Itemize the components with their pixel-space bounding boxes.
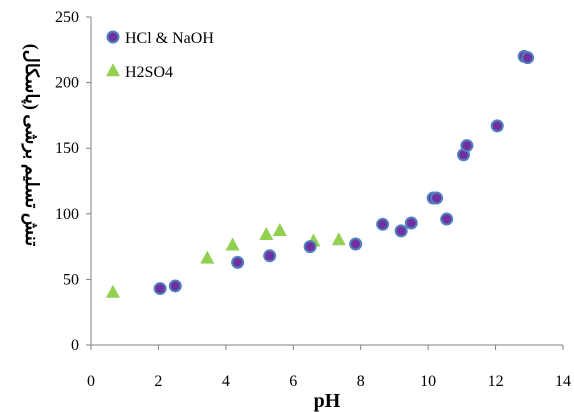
data-point — [490, 119, 504, 133]
data-point — [376, 217, 390, 231]
y-axis-title: تنش تسلیم برشی (پاسکال) — [21, 44, 42, 246]
data-point — [460, 139, 474, 153]
data-point — [105, 284, 120, 298]
data-point — [430, 191, 444, 205]
axes — [86, 16, 564, 350]
legend-label: HCl & NaOH — [125, 30, 214, 47]
y-tick-label: 150 — [55, 140, 79, 157]
legend-marker — [106, 63, 120, 77]
y-tick-label: 100 — [55, 206, 79, 223]
y-tick-label: 0 — [71, 337, 79, 354]
y-tick-label: 250 — [55, 9, 79, 26]
data-point — [303, 240, 317, 254]
legend-marker — [106, 30, 120, 44]
x-tick-label: 2 — [154, 373, 162, 390]
x-tick-label: 12 — [488, 373, 504, 390]
data-point — [521, 51, 535, 65]
data-point — [168, 279, 182, 293]
data-point — [272, 223, 287, 237]
series-hcl-naoh — [153, 49, 535, 296]
data-point — [200, 250, 215, 264]
data-point — [153, 282, 167, 296]
data-point — [263, 249, 277, 263]
series-h2so4 — [105, 223, 346, 298]
data-point — [440, 212, 454, 226]
x-tick-label: 10 — [420, 373, 436, 390]
x-tick-label: 4 — [222, 373, 230, 390]
y-tick-label: 200 — [55, 75, 79, 92]
series-layer — [105, 49, 535, 298]
data-point — [404, 216, 418, 230]
legend-label: H2SO4 — [125, 64, 173, 81]
data-point — [259, 226, 274, 240]
data-point — [225, 237, 240, 251]
legend: HCl & NaOH H2SO4 — [106, 30, 214, 81]
data-point — [349, 237, 363, 251]
y-tick-label: 50 — [63, 271, 79, 288]
x-tick-label: 0 — [87, 373, 95, 390]
x-tick-label: 8 — [357, 373, 365, 390]
x-tick-label: 14 — [555, 373, 571, 390]
x-tick-label: 6 — [289, 373, 297, 390]
x-axis-title: pH — [314, 390, 341, 412]
y-tick-labels: 0 50 100 150 200 250 — [55, 9, 79, 354]
data-point — [331, 232, 346, 246]
x-tick-labels: 0 2 4 6 8 10 12 14 — [87, 373, 571, 390]
data-point — [231, 255, 245, 269]
data-point — [394, 224, 408, 238]
